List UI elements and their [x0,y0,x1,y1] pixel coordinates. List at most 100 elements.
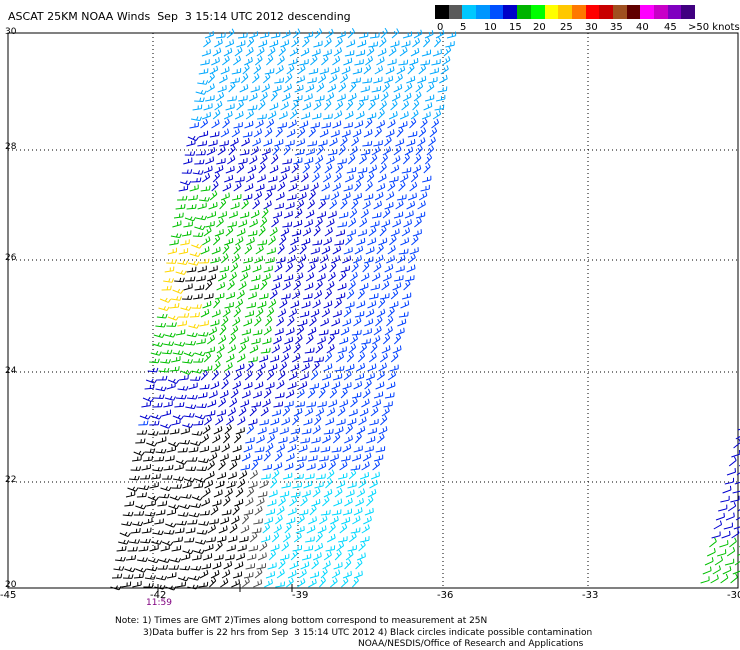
wind-barb [199,197,210,202]
wind-barb [339,336,349,345]
legend-label: 10 [484,22,497,33]
wind-barb [375,381,385,390]
wind-barb [390,228,400,237]
wind-barb [177,386,189,391]
wind-barb [730,573,738,584]
wind-barb [318,329,329,336]
wind-barb [251,401,262,408]
wind-barb [273,462,283,471]
wind-barb [246,424,255,435]
wind-barb [271,217,279,228]
wind-barb [384,136,392,147]
wind-barb [289,435,298,444]
wind-barb [319,129,329,138]
wind-barb [186,266,197,273]
wind-barb [172,220,182,228]
wind-barb [224,424,232,435]
wind-barb [414,217,422,228]
wind-barb [376,183,386,192]
legend-label: 0 [437,22,444,33]
wind-barb [294,473,304,480]
wind-barb [293,280,302,291]
wind-barb [257,362,266,372]
wind-barb [351,77,361,84]
wind-barb [375,316,383,327]
wind-barb [313,163,321,174]
wind-barb [233,122,243,129]
wind-barb [309,256,319,264]
wind-barb [303,480,313,489]
wind-barb [356,552,366,561]
wind-barb [249,284,260,291]
wind-barb [336,541,345,552]
wind-barb [718,504,728,512]
wind-barb [252,199,260,210]
wind-barb [332,120,342,129]
wind-barb [290,236,299,246]
wind-barb [392,219,402,228]
wind-barb [318,263,327,273]
wind-barb [249,406,257,417]
wind-barb [266,184,276,192]
wind-barb [276,568,285,579]
wind-barb [264,579,273,588]
wind-barb [435,29,445,39]
wind-barb [209,518,219,525]
wind-barb [345,301,355,309]
wind-barb [175,270,187,276]
wind-barb [352,192,363,201]
note-line-1: Note: 1) Times are GMT 2)Times along bot… [115,616,488,626]
wind-barb [266,370,275,381]
wind-barb [278,111,288,120]
wind-barb [246,553,257,561]
wind-barb [277,55,285,66]
wind-barb [311,48,321,57]
wind-barb [369,479,378,489]
wind-barb [383,401,393,408]
wind-barb [428,76,438,84]
wind-barb [180,180,192,186]
wind-barb [236,228,246,237]
wind-barb [171,484,182,489]
wind-barb [393,211,404,219]
wind-barb [235,427,245,435]
wind-barb [398,121,408,129]
wind-barb [259,419,269,426]
wind-barb [271,409,282,417]
wind-barb [308,516,317,525]
wind-barb [158,558,171,564]
wind-barb [164,395,176,401]
wind-barb [342,508,353,516]
wind-barb [194,225,206,231]
wind-barb [147,431,159,436]
wind-barb [286,64,295,75]
wind-barb [268,298,277,309]
wind-barb [365,55,374,66]
wind-barb [332,309,342,318]
wind-barb [252,390,262,399]
wind-barb [242,577,250,588]
wind-barb [428,136,436,147]
wind-barb [296,388,305,399]
wind-barb [176,581,187,588]
wind-barb [208,326,218,336]
wind-barb [442,56,451,66]
wind-barb [201,563,212,570]
wind-barb [714,556,724,566]
wind-barb [359,154,367,165]
wind-barb [264,516,274,525]
wind-barb [415,82,424,93]
wind-barb [194,351,206,357]
wind-barb [409,57,419,66]
wind-barb [352,576,359,588]
wind-barb [370,342,378,354]
wind-speed-color-legend [435,5,696,19]
legend-label: 5 [460,22,467,33]
wind-barb [281,541,290,552]
latitude-label: 24 [5,366,17,376]
wind-barb [288,183,298,192]
wind-barb [290,549,298,561]
wind-barb [239,272,249,282]
wind-barb [218,397,227,408]
wind-barb [407,192,417,201]
